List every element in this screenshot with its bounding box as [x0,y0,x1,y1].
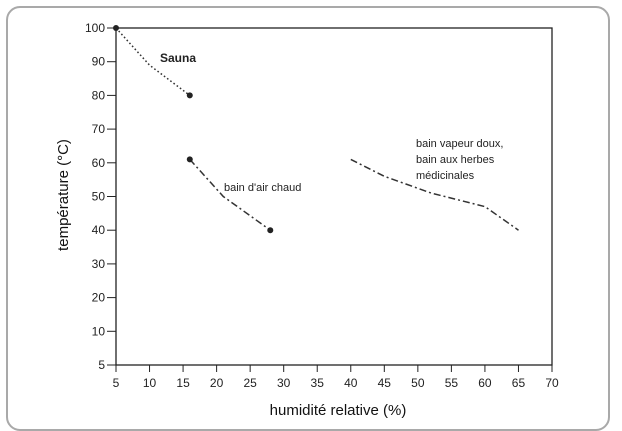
x-axis-title: humidité relative (%) [270,402,407,419]
series-endpoint-marker [186,92,193,99]
series-line-2 [189,158,271,231]
y-tick-label: 100 [85,21,105,35]
y-tick-label: 30 [92,257,106,271]
chart-series [113,25,519,234]
x-tick-label: 20 [210,376,224,390]
annotation-steam-line1: bain vapeur doux, [416,138,503,150]
y-axis-title: température (°C) [55,139,72,251]
x-tick-label: 55 [445,376,459,390]
y-tick-label: 50 [92,190,106,204]
x-axis-ticks: 5 10 15 20 25 30 35 40 45 50 55 60 65 70 [113,365,559,390]
chart-axes [115,27,553,366]
line-chart: 5 10 15 20 25 30 35 40 45 50 55 60 65 70 5 10 20 30 40 50 6… [55,21,559,419]
series-line-3 [350,158,519,231]
x-tick-label: 50 [411,376,425,390]
y-tick-label: 80 [92,88,106,102]
annotation-hot-air: bain d'air chaud [224,182,301,194]
annotation-sauna: Sauna [160,51,196,65]
y-tick-label: 70 [92,122,106,136]
x-tick-label: 70 [545,376,559,390]
x-tick-label: 40 [344,376,358,390]
series-endpoint-marker [113,25,119,31]
y-tick-label: 60 [92,156,106,170]
x-tick-label: 35 [311,376,325,390]
plot-border [115,27,553,366]
series-endpoint-marker [267,227,274,234]
x-tick-label: 60 [478,376,492,390]
y-tick-label: 40 [92,223,106,237]
series-endpoint-marker [186,156,193,163]
series-line-1 [115,27,191,96]
x-tick-label: 25 [243,376,257,390]
y-tick-label: 20 [92,291,106,305]
x-tick-label: 65 [512,376,526,390]
x-tick-label: 10 [143,376,157,390]
x-tick-label: 15 [176,376,190,390]
y-tick-label: 5 [98,358,105,372]
y-axis-ticks: 5 10 20 30 40 50 60 70 80 90 100 [85,21,116,372]
x-tick-label: 45 [378,376,392,390]
y-tick-label: 90 [92,55,106,69]
y-tick-label: 10 [92,324,106,338]
x-tick-label: 30 [277,376,291,390]
annotation-steam-line3: médicinales [416,170,475,182]
annotation-steam-line2: bain aux herbes [416,154,495,166]
x-tick-label: 5 [113,376,120,390]
